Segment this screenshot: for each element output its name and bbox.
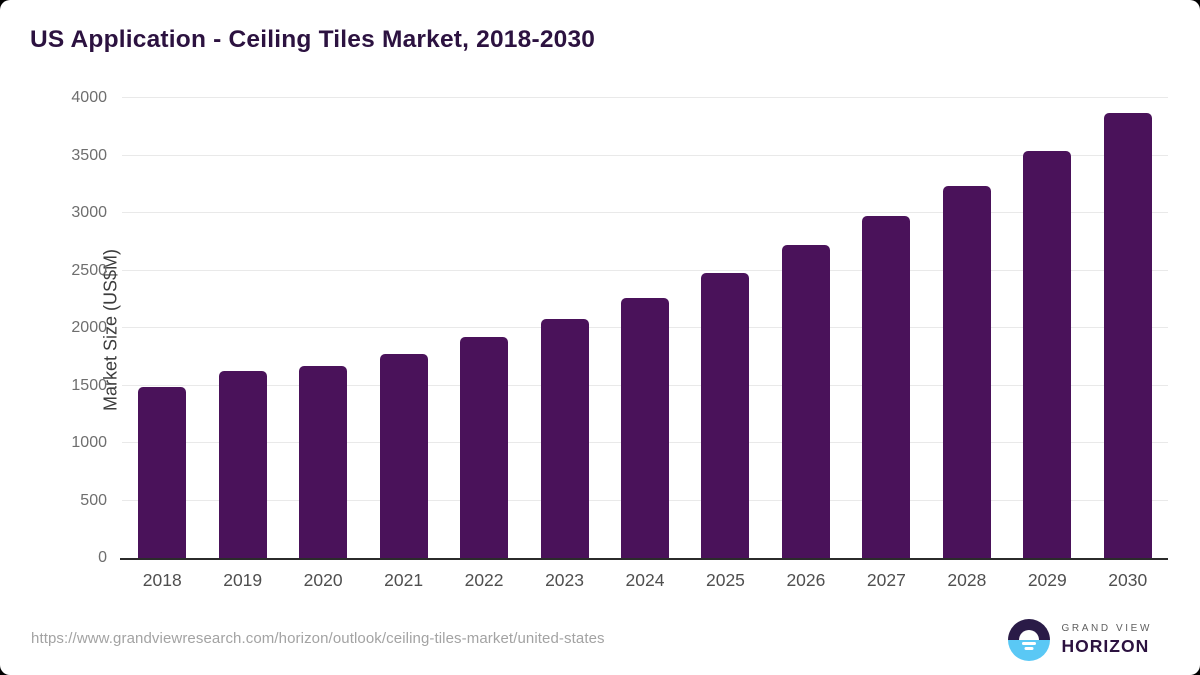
x-tick-label-2029: 2029	[1027, 570, 1067, 590]
grand-view-horizon-logo: GRAND VIEW HORIZON	[1007, 618, 1152, 662]
x-axis-tick-labels: 2018 2019 2020 2021 2022 2023 2024 2025 2026 2027…	[122, 570, 1168, 596]
gridline-2500	[122, 269, 1168, 271]
bar-2019	[218, 370, 267, 558]
x-tick-label-2030: 2030	[1108, 570, 1148, 590]
bar-2023	[540, 318, 589, 558]
x-tick-label-2028: 2028	[947, 570, 987, 590]
x-tick-label-2022: 2022	[464, 570, 504, 590]
x-tick-label-2019: 2019	[223, 570, 263, 590]
bar-2018	[138, 386, 187, 558]
y-tick-label-1000: 1000	[71, 434, 107, 451]
gridline-3000	[122, 212, 1168, 213]
logo-horizon-text: HORIZON	[1061, 636, 1150, 656]
x-tick-label-2025: 2025	[705, 570, 745, 590]
source-url: https://www.grandviewresearch.com/horizo…	[31, 630, 605, 647]
x-tick-label-2020: 2020	[303, 570, 343, 590]
bar-2026	[781, 244, 830, 558]
x-axis-line	[120, 558, 1168, 560]
x-tick-label-2018: 2018	[142, 570, 182, 590]
y-tick-label-500: 500	[80, 491, 107, 509]
horizon-reflection-line	[1024, 647, 1034, 650]
x-tick-label-2027: 2027	[866, 570, 906, 590]
y-tick-label-0: 0	[98, 549, 107, 566]
logo-grand-view-text: GRAND VIEW	[1061, 623, 1152, 634]
y-tick-label-2000: 2000	[71, 319, 107, 336]
y-tick-label-3500: 3500	[71, 146, 107, 164]
bar-2020	[299, 365, 348, 558]
logo-wordmark: GRAND VIEW HORIZON	[1062, 623, 1152, 657]
bar-2028	[942, 185, 991, 558]
bar-2029	[1023, 150, 1072, 558]
bar-2024	[621, 297, 669, 558]
gridline-4000	[122, 97, 1168, 98]
y-tick-label-1500: 1500	[71, 376, 107, 394]
horizon-reflection-line	[1021, 642, 1036, 645]
y-axis-tick-labels: 0 500 1000 1500 2000 2500 3000 3500 4000	[0, 90, 107, 566]
bar-2021	[379, 353, 428, 558]
gridline-3500	[122, 154, 1168, 156]
bar-2022	[460, 337, 509, 558]
bar-2030	[1103, 112, 1152, 558]
bar-2025	[701, 272, 750, 558]
y-tick-label-3000: 3000	[71, 204, 107, 221]
y-tick-label-4000: 4000	[71, 89, 107, 106]
x-tick-label-2023: 2023	[545, 570, 584, 590]
y-tick-label-2500: 2500	[71, 261, 107, 279]
plot-area	[120, 97, 1168, 560]
chart-title: US Application - Ceiling Tiles Market, 2…	[30, 26, 596, 53]
x-tick-label-2026: 2026	[786, 570, 826, 590]
x-tick-label-2021: 2021	[384, 570, 424, 590]
sun-dome-shape	[1018, 630, 1039, 640]
x-tick-label-2024: 2024	[625, 570, 665, 590]
bar-2027	[862, 215, 911, 558]
horizon-sun-icon	[1007, 619, 1050, 661]
